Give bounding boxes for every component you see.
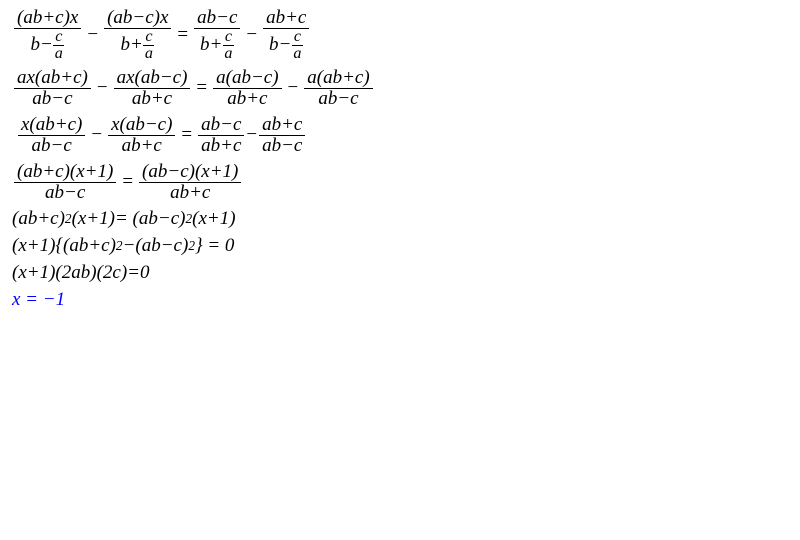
superscript: 2 (185, 212, 192, 227)
denominator: ab+c (167, 183, 213, 203)
numerator: ab+c (259, 115, 305, 136)
equals-op: = (196, 78, 207, 99)
text: (x+1)(2ab)(2c)=0 (12, 263, 149, 284)
denominator: ab+c (198, 136, 244, 156)
equals-op: = (177, 25, 188, 46)
text: (ab+c) (12, 209, 65, 230)
numerator: ax(ab+c) (14, 68, 91, 89)
minus-op: − (246, 125, 257, 146)
denominator: ab−c (29, 89, 75, 109)
equation-line-7: (x+1)(2ab)(2c)=0 (12, 263, 788, 284)
equals-op: = (181, 125, 192, 146)
denominator: ab+c (129, 89, 175, 109)
minus-op: − (246, 25, 257, 46)
text: (x+1) (192, 209, 235, 230)
fraction: ab−c ab+c (198, 115, 244, 156)
text: (x+1)= (ab−c) (72, 209, 186, 230)
text: −(ab−c) (123, 236, 189, 257)
sub-fraction: ca (143, 29, 155, 62)
minus-op: − (288, 78, 299, 99)
numerator: x(ab+c) (18, 115, 85, 136)
fraction: x(ab+c) ab−c (18, 115, 85, 156)
equation-line-4: (ab+c)(x+1) ab−c = (ab−c)(x+1) ab+c (12, 162, 788, 203)
fraction: ab+c ab−c (259, 115, 305, 156)
minus-op: − (91, 125, 102, 146)
solution-line: x = −1 (12, 290, 788, 311)
denominator: b+ca (118, 29, 158, 62)
minus-op: − (97, 78, 108, 99)
numerator: a(ab+c) (304, 68, 372, 89)
numerator: (ab−c)x (104, 8, 171, 29)
numerator: ab+c (263, 8, 309, 29)
denominator: ab+c (224, 89, 270, 109)
equation-line-2: ax(ab+c) ab−c − ax(ab−c) ab+c = a(ab−c) … (12, 68, 788, 109)
fraction: a(ab+c) ab−c (304, 68, 372, 109)
denominator: ab+c (119, 136, 165, 156)
numerator: a(ab−c) (213, 68, 281, 89)
fraction: a(ab−c) ab+c (213, 68, 281, 109)
equation-line-6: (x+1){(ab+c)2−(ab−c)2} = 0 (12, 236, 788, 257)
denominator: ab−c (29, 136, 75, 156)
equation-line-5: (ab+c)2(x+1)= (ab−c)2(x+1) (12, 209, 788, 230)
denominator: b−ca (266, 29, 306, 62)
numerator: ax(ab−c) (114, 68, 191, 89)
sub-fraction: ca (53, 29, 65, 62)
numerator: ab−c (198, 115, 244, 136)
fraction: ax(ab−c) ab+c (114, 68, 191, 109)
numerator: ab−c (194, 8, 240, 29)
sub-fraction: ca (222, 29, 234, 62)
fraction: (ab+c)(x+1) ab−c (14, 162, 116, 203)
denominator: b−ca (27, 29, 67, 62)
denominator: ab−c (315, 89, 361, 109)
equals-op: = (122, 172, 133, 193)
numerator: (ab+c)(x+1) (14, 162, 116, 183)
fraction: x(ab−c) ab+c (108, 115, 175, 156)
fraction: (ab+c)x b−ca (14, 8, 81, 62)
numerator: (ab−c)(x+1) (139, 162, 241, 183)
numerator: x(ab−c) (108, 115, 175, 136)
fraction: (ab−c)(x+1) ab+c (139, 162, 241, 203)
fraction: ab−c b+ca (194, 8, 240, 62)
equation-line-3: x(ab+c) ab−c − x(ab−c) ab+c = ab−c ab+c … (16, 115, 788, 156)
fraction: ax(ab+c) ab−c (14, 68, 91, 109)
equation-line-1: (ab+c)x b−ca − (ab−c)x b+ca = ab−c b+ca … (12, 8, 788, 62)
text: } = 0 (195, 236, 234, 257)
denominator: b+ca (197, 29, 237, 62)
denominator: ab−c (42, 183, 88, 203)
superscript: 2 (65, 212, 72, 227)
fraction: ab+c b−ca (263, 8, 309, 62)
minus-op: − (87, 25, 98, 46)
text: (x+1){(ab+c) (12, 236, 116, 257)
numerator: (ab+c)x (14, 8, 81, 29)
denominator: ab−c (259, 136, 305, 156)
sub-fraction: ca (291, 29, 303, 62)
superscript: 2 (188, 239, 195, 254)
fraction: (ab−c)x b+ca (104, 8, 171, 62)
solution-text: x = −1 (12, 290, 65, 311)
superscript: 2 (116, 239, 123, 254)
